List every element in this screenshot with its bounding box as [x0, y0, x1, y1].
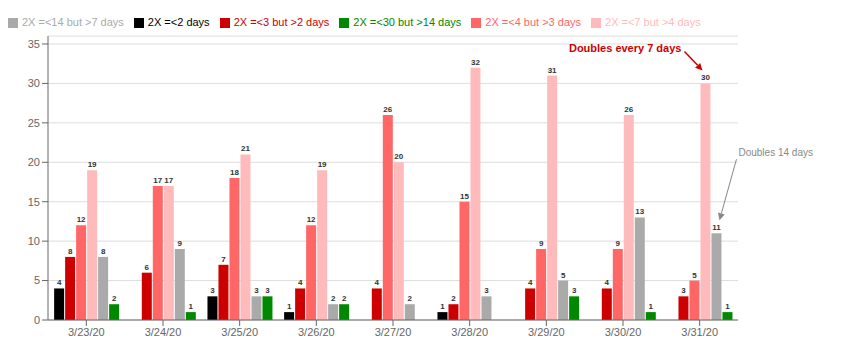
svg-text:1: 1 — [725, 302, 730, 311]
svg-text:32: 32 — [471, 58, 480, 67]
svg-text:3/25/20: 3/25/20 — [221, 326, 258, 338]
svg-text:5: 5 — [561, 271, 566, 280]
html-text:2X =<30 but >14 days: 2X =<30 but >14 days — [353, 16, 462, 28]
svg-text:30: 30 — [701, 73, 710, 82]
svg-text:35: 35 — [28, 38, 40, 50]
svg-text:0: 0 — [34, 314, 40, 326]
svg-text:20: 20 — [394, 152, 403, 161]
svg-text:3/30/20: 3/30/20 — [605, 326, 642, 338]
svg-text:7: 7 — [221, 255, 226, 264]
svg-text:10: 10 — [28, 235, 40, 247]
svg-text:2: 2 — [112, 294, 117, 303]
html-text:2X =<14 but >7 days: 2X =<14 but >7 days — [22, 16, 124, 28]
svg-text:20: 20 — [28, 156, 40, 168]
svg-text:Doubles 14 days: Doubles 14 days — [738, 147, 813, 158]
svg-text:3: 3 — [254, 286, 259, 295]
svg-text:1: 1 — [287, 302, 292, 311]
svg-text:6: 6 — [145, 263, 150, 272]
svg-text:3: 3 — [484, 286, 489, 295]
svg-text:21: 21 — [241, 144, 250, 153]
svg-text:3/28/20: 3/28/20 — [451, 326, 488, 338]
svg-text:2: 2 — [408, 294, 413, 303]
svg-text:30: 30 — [28, 77, 40, 89]
svg-text:8: 8 — [101, 247, 106, 256]
svg-text:9: 9 — [178, 239, 183, 248]
svg-text:31: 31 — [548, 66, 557, 75]
svg-text:3/23/20: 3/23/20 — [68, 326, 105, 338]
svg-text:5: 5 — [692, 271, 697, 280]
svg-text:3/26/20: 3/26/20 — [298, 326, 335, 338]
html-text:2X =<3 but >2 days: 2X =<3 but >2 days — [233, 16, 330, 28]
svg-text:3: 3 — [210, 286, 215, 295]
svg-text:25: 25 — [28, 117, 40, 129]
html-text:2X =<7 but >4 days: 2X =<7 but >4 days — [605, 16, 701, 28]
svg-text:19: 19 — [88, 160, 97, 169]
svg-text:9: 9 — [539, 239, 544, 248]
svg-text:26: 26 — [624, 105, 633, 114]
svg-text:3/27/20: 3/27/20 — [375, 326, 412, 338]
svg-text:2: 2 — [451, 294, 456, 303]
svg-text:Doubles every 7 days: Doubles every 7 days — [569, 42, 682, 54]
svg-text:12: 12 — [307, 215, 316, 224]
svg-text:4: 4 — [605, 278, 610, 287]
html-text:2X =<4 but >3 days: 2X =<4 but >3 days — [485, 16, 581, 28]
svg-text:3/31/20: 3/31/20 — [681, 326, 718, 338]
svg-text:9: 9 — [616, 239, 621, 248]
svg-text:17: 17 — [153, 176, 162, 185]
svg-text:4: 4 — [375, 278, 380, 287]
svg-text:19: 19 — [318, 160, 327, 169]
svg-text:2: 2 — [342, 294, 347, 303]
svg-text:3: 3 — [572, 286, 577, 295]
svg-text:1: 1 — [649, 302, 654, 311]
svg-text:3/24/20: 3/24/20 — [145, 326, 182, 338]
svg-text:18: 18 — [230, 168, 239, 177]
html-text:2X =<2 days: 2X =<2 days — [147, 16, 210, 28]
svg-text:5: 5 — [34, 274, 40, 286]
svg-text:4: 4 — [528, 278, 533, 287]
svg-text:8: 8 — [68, 247, 73, 256]
svg-text:11: 11 — [712, 223, 721, 232]
svg-text:26: 26 — [383, 105, 392, 114]
svg-text:1: 1 — [189, 302, 194, 311]
svg-text:15: 15 — [460, 192, 469, 201]
svg-text:3: 3 — [681, 286, 686, 295]
svg-text:1: 1 — [440, 302, 445, 311]
svg-text:15: 15 — [28, 196, 40, 208]
svg-text:3: 3 — [265, 286, 270, 295]
svg-text:17: 17 — [164, 176, 173, 185]
svg-text:2: 2 — [331, 294, 336, 303]
svg-text:3/29/20: 3/29/20 — [528, 326, 565, 338]
svg-text:12: 12 — [77, 215, 86, 224]
svg-text:4: 4 — [298, 278, 303, 287]
svg-text:13: 13 — [635, 207, 644, 216]
svg-text:4: 4 — [57, 278, 62, 287]
